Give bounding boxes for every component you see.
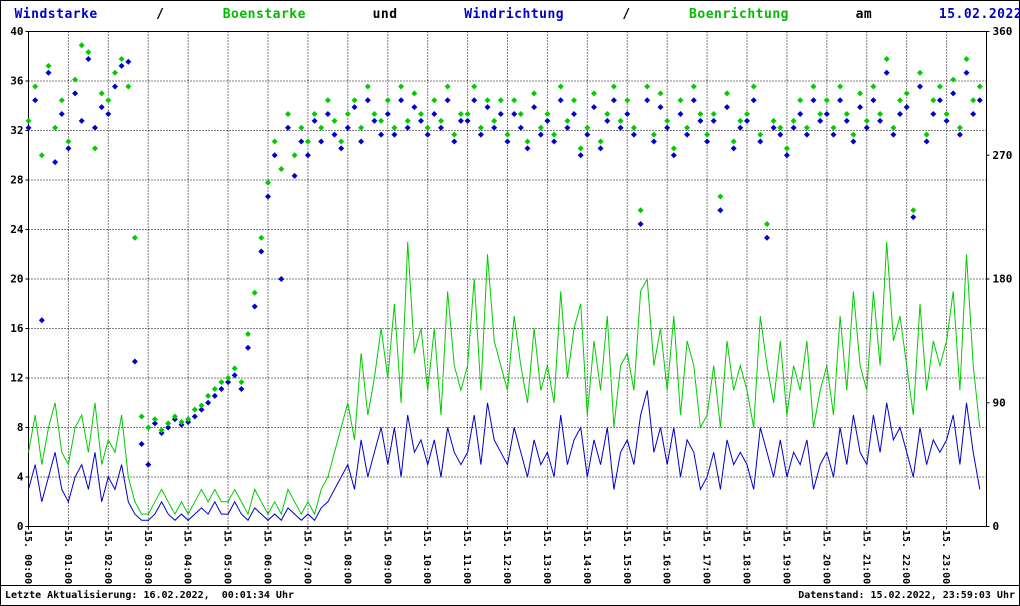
x-tick-label: 15. 14:00 [581, 530, 592, 584]
x-tick-label: 15. 17:00 [701, 530, 712, 584]
right-tick-label: 270 [993, 149, 1013, 162]
x-tick-label: 15. 20:00 [820, 530, 831, 584]
data-timestamp-text: Datenstand: 15.02.2022, 23:59:03 Uhr [798, 590, 1015, 601]
x-tick-label: 15. 13:00 [541, 530, 552, 584]
title-segment: / [156, 7, 164, 22]
x-tick-label: 15. 06:00 [262, 530, 273, 584]
x-tick-label: 15. 18:00 [741, 530, 752, 584]
last-update-text: Letzte Aktualisierung: 16.02.2022, 00:01… [5, 590, 294, 601]
title-segment: und [364, 7, 406, 22]
status-bar: Letzte Aktualisierung: 16.02.2022, 00:01… [1, 585, 1019, 605]
title-segment: am [847, 7, 880, 22]
title-segment: 15.02.2022 [939, 7, 1019, 22]
series-Boenstarke-line [28, 241, 981, 516]
right-tick-label: 360 [993, 25, 1013, 38]
left-tick-label: 8 [17, 421, 24, 434]
title-segment: / [622, 7, 630, 22]
series-Windstarke-line [28, 390, 981, 522]
x-tick-label: 15. 02:00 [102, 530, 113, 584]
x-tick-label: 15. 23:00 [940, 530, 951, 584]
x-tick-label: 15. 16:00 [661, 530, 672, 584]
x-tick-label: 15. 03:00 [142, 530, 153, 584]
chart-title: Windstarke / Boenstarke und Windrichtung… [1, 7, 1019, 22]
x-tick-label: 15. 21:00 [860, 530, 871, 584]
right-tick-label: 90 [993, 396, 1006, 409]
axes-layer: 0 4 8 12 16 20 24 28 32 36 40 0 90 180 270 360 15. 00:00… [10, 25, 1012, 584]
right-tick-label: 0 [993, 520, 1000, 533]
left-tick-label: 28 [10, 174, 23, 187]
x-tick-label: 15. 09:00 [381, 530, 392, 584]
series-Windrichtung-points [25, 56, 983, 468]
x-tick-label: 15. 11:00 [461, 530, 472, 584]
title-segment: Boenstarke [223, 7, 306, 22]
x-tick-label: 15. 22:00 [900, 530, 911, 584]
x-tick-label: 15. 07:00 [301, 530, 312, 584]
x-tick-label: 15. 05:00 [222, 530, 233, 584]
left-tick-label: 0 [17, 520, 24, 533]
left-tick-label: 32 [10, 124, 23, 137]
x-tick-label: 15. 12:00 [501, 530, 512, 584]
wind-chart-svg: Windstarke / Boenstarke und Windrichtung… [1, 7, 1019, 584]
x-tick-label: 15. 04:00 [182, 530, 193, 584]
right-tick-label: 180 [993, 273, 1013, 286]
x-tick-label: 15. 01:00 [62, 530, 73, 584]
left-tick-label: 16 [10, 322, 24, 335]
left-tick-label: 40 [10, 25, 23, 38]
left-tick-label: 24 [10, 223, 24, 236]
left-tick-label: 36 [10, 75, 24, 88]
x-tick-label: 15. 15:00 [621, 530, 632, 584]
x-tick-label: 15. 10:00 [421, 530, 432, 584]
title-segment: Windstarke [14, 7, 97, 22]
left-tick-label: 20 [10, 273, 23, 286]
left-tick-label: 4 [17, 471, 24, 484]
x-tick-label: 15. 00:00 [22, 530, 33, 584]
x-tick-label: 15. 19:00 [780, 530, 791, 584]
left-tick-label: 12 [10, 372, 23, 385]
gridlines-layer [28, 31, 987, 527]
title-segment: Boenrichtung [689, 7, 789, 22]
title-segment: Windrichtung [464, 7, 564, 22]
series-layer [25, 42, 983, 522]
x-tick-label: 15. 08:00 [341, 530, 352, 584]
